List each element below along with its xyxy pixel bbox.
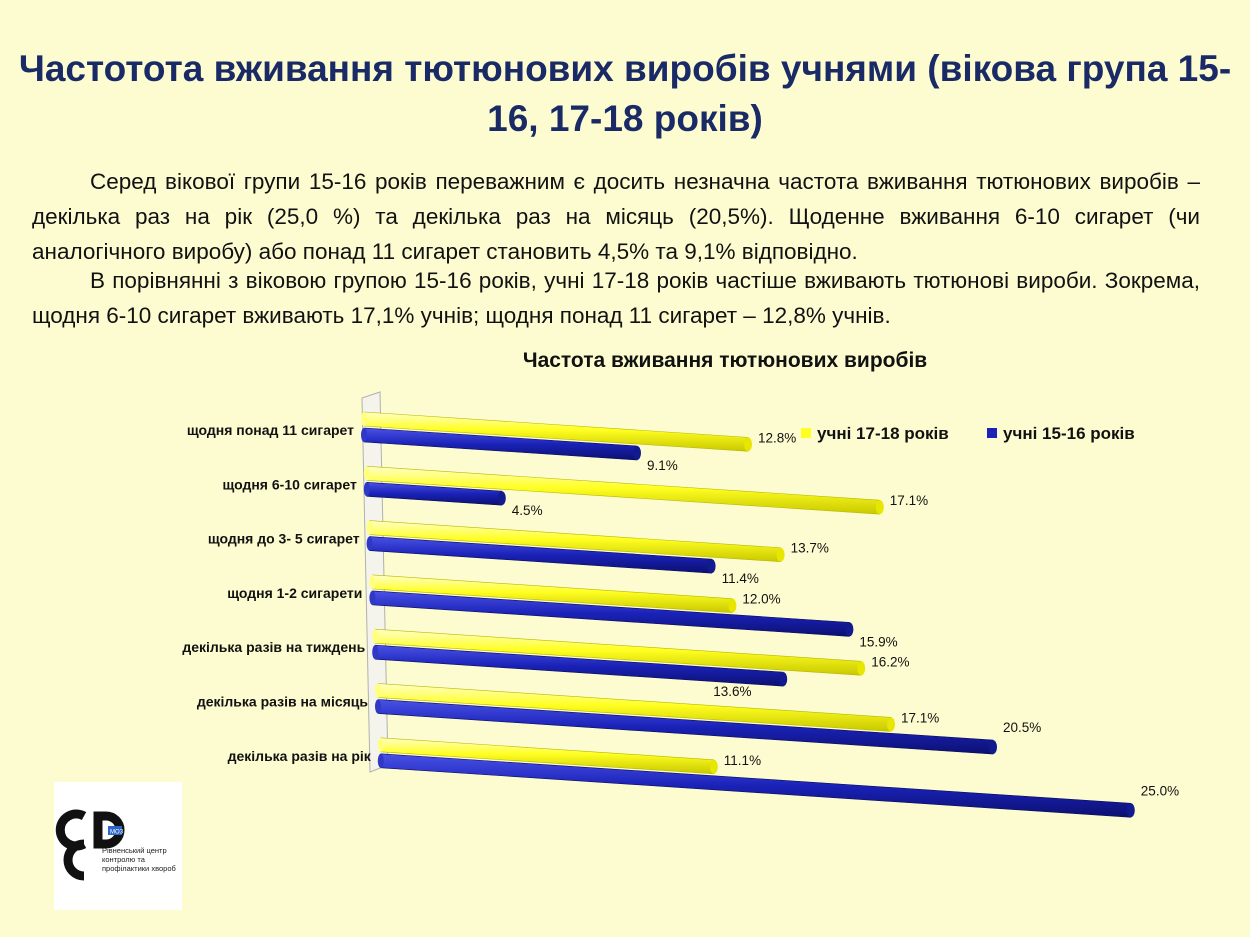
value-label: 13.7% [791, 541, 829, 556]
bar [369, 574, 737, 613]
category-label: щодня до 3- 5 сигарет [208, 531, 360, 547]
bar [361, 427, 641, 461]
bar [363, 481, 506, 506]
bar [369, 590, 854, 637]
legend-swatch-15-16 [987, 428, 997, 438]
value-label: 15.9% [859, 634, 897, 649]
chart-title: Частота вживання тютюнових виробів [522, 349, 928, 372]
bar [375, 683, 895, 732]
bar [377, 753, 1135, 818]
logo-text: Рівненський центр контролю та профілакти… [102, 846, 176, 873]
value-label: 9.1% [647, 458, 678, 473]
value-label: 20.5% [1003, 720, 1041, 735]
category-label: декілька разів на тиждень [182, 639, 365, 655]
logo-mark-icon [55, 809, 87, 881]
bar [361, 411, 752, 452]
logo: МОЗ Рівненський центр контролю та профіл… [54, 782, 182, 910]
category-label: щодня 1-2 сигарети [227, 585, 362, 601]
value-label: 13.6% [713, 684, 751, 699]
value-label: 11.1% [724, 753, 761, 768]
bar [372, 628, 866, 676]
legend-label-15-16: учні 15-16 років [1003, 424, 1135, 443]
value-label: 25.0% [1141, 783, 1179, 798]
paragraph-1: Серед вікової групи 15-16 років переважн… [32, 169, 1200, 264]
bar [377, 737, 718, 775]
legend-label-17-18: учні 17-18 років [817, 424, 949, 443]
bar [366, 536, 716, 574]
value-label: 11.4% [722, 571, 759, 586]
page-title: Частотота вживання тютюнових виробів учн… [18, 48, 1232, 139]
value-label: 12.8% [758, 430, 796, 445]
bar [375, 699, 997, 755]
value-label: 16.2% [871, 654, 909, 669]
value-label: 12.0% [742, 592, 780, 607]
category-label: щодня 6-10 сигарет [222, 476, 356, 492]
category-label: декілька разів на рік [228, 748, 372, 764]
category-label: декілька разів на місяць [197, 694, 369, 710]
value-label: 17.1% [901, 710, 939, 725]
legend-swatch-17-18 [801, 428, 811, 438]
chart-legend: учні 17-18 років учні 15-16 років [801, 424, 1135, 443]
category-label: щодня понад 11 сигарет [187, 422, 354, 438]
bar [372, 644, 788, 687]
paragraph-2: В порівнянні з віковою групою 15-16 рокі… [32, 268, 1200, 328]
bar [363, 465, 884, 515]
value-label: 17.1% [890, 493, 928, 508]
bar [366, 520, 785, 563]
value-label: 4.5% [512, 503, 543, 518]
logo-badge: МОЗ [110, 830, 124, 836]
